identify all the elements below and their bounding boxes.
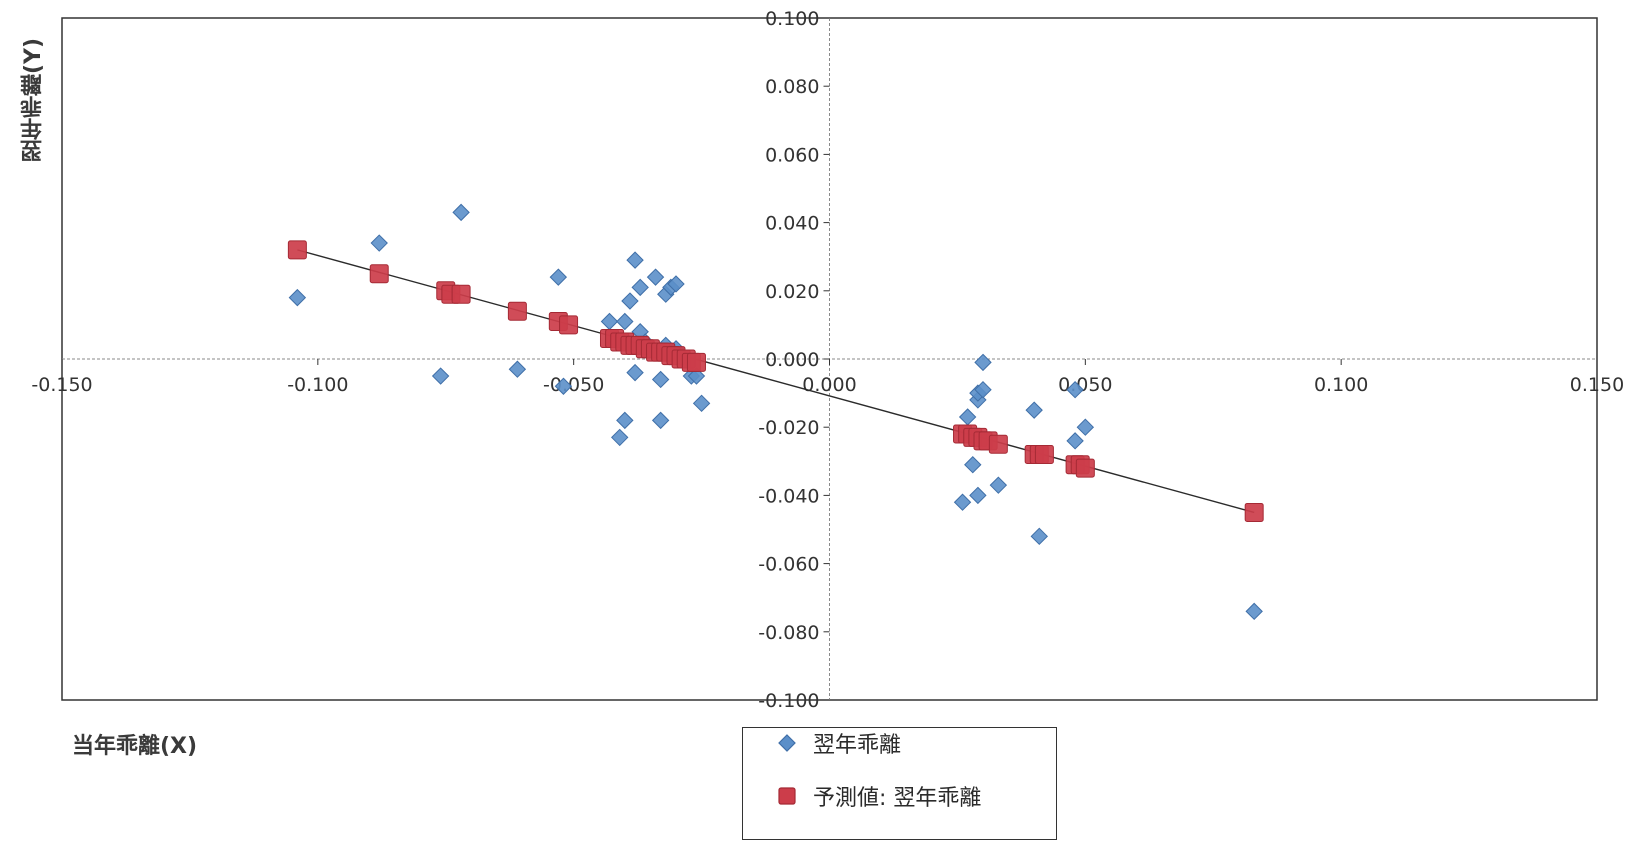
y-tick-label: 0.080: [765, 76, 819, 98]
observed-point: [667, 275, 685, 293]
legend-item-predicted: 予測値: 翌年乖離: [743, 781, 981, 811]
observed-point: [1066, 432, 1084, 450]
y-tick-label: -0.080: [758, 622, 819, 644]
observed-point: [452, 203, 470, 222]
x-tick-label: 0.000: [802, 374, 856, 396]
observed-point: [687, 367, 706, 385]
y-tick-label: 0.020: [765, 281, 819, 303]
observed-point: [626, 363, 644, 382]
observed-point: [616, 411, 634, 430]
predicted-point: [287, 240, 307, 260]
observed-point: [626, 251, 644, 269]
y-tick-label: -0.040: [758, 485, 819, 507]
observed-point: [431, 367, 450, 385]
observed-point: [989, 476, 1008, 494]
x-tick-label: 0.100: [1314, 374, 1368, 396]
predicted-point: [451, 284, 471, 304]
y-axis-label: 翌年乖離(Y): [21, 37, 46, 163]
observed-point: [600, 312, 619, 331]
y-tick-label: -0.100: [758, 690, 819, 712]
predicted-point: [686, 352, 706, 372]
y-tick-label: 0.060: [765, 144, 819, 166]
observed-point: [1030, 527, 1048, 546]
predicted-point: [1075, 458, 1095, 478]
observed-point: [1066, 380, 1084, 399]
x-axis-label: 当年乖離(X): [72, 734, 198, 759]
square-marker-icon: [767, 781, 807, 811]
x-tick-label: -0.100: [287, 374, 348, 396]
observed-point: [692, 394, 711, 413]
diamond-marker-icon: [767, 728, 807, 758]
observed-point: [631, 278, 649, 297]
legend: 翌年乖離 予測値: 翌年乖離: [742, 727, 1057, 840]
observed-point: [651, 411, 670, 430]
x-tick-label: -0.050: [543, 374, 604, 396]
observed-point: [969, 486, 987, 505]
predicted-point: [1034, 444, 1054, 464]
predicted-point: [988, 434, 1008, 454]
predicted-point: [1244, 502, 1264, 522]
observed-point: [964, 456, 982, 474]
observed-point: [616, 312, 634, 331]
observed-point: [1025, 401, 1043, 419]
y-tick-label: 0.100: [765, 8, 819, 30]
y-tick-label: 0.000: [765, 349, 819, 371]
observed-point: [958, 408, 977, 426]
x-tick-label: 0.050: [1058, 374, 1112, 396]
observed-point: [549, 268, 568, 286]
observed-point: [611, 428, 629, 447]
observed-point: [288, 288, 307, 307]
predicted-point: [507, 301, 527, 321]
observed-point: [1076, 418, 1095, 436]
observed-point: [974, 380, 992, 399]
observed-point: [651, 370, 670, 389]
legend-item-observed: 翌年乖離: [743, 728, 901, 758]
x-tick-label: 0.150: [1570, 374, 1624, 396]
observed-point: [974, 353, 992, 372]
observed-point: [508, 360, 527, 378]
x-tick-label: -0.150: [31, 374, 92, 396]
observed-point: [646, 268, 665, 286]
y-tick-label: 0.040: [765, 213, 819, 235]
predicted-point: [369, 264, 389, 284]
y-tick-label: -0.020: [758, 417, 819, 439]
observed-point: [370, 234, 388, 252]
predicted-point: [559, 315, 579, 335]
observed-point: [953, 493, 972, 511]
legend-label-predicted: 予測値: 翌年乖離: [813, 786, 982, 811]
observed-point: [621, 292, 639, 310]
observed-point: [1245, 602, 1263, 621]
observed-point: [554, 377, 573, 395]
y-tick-label: -0.060: [758, 554, 819, 576]
legend-label-observed: 翌年乖離: [813, 733, 902, 758]
